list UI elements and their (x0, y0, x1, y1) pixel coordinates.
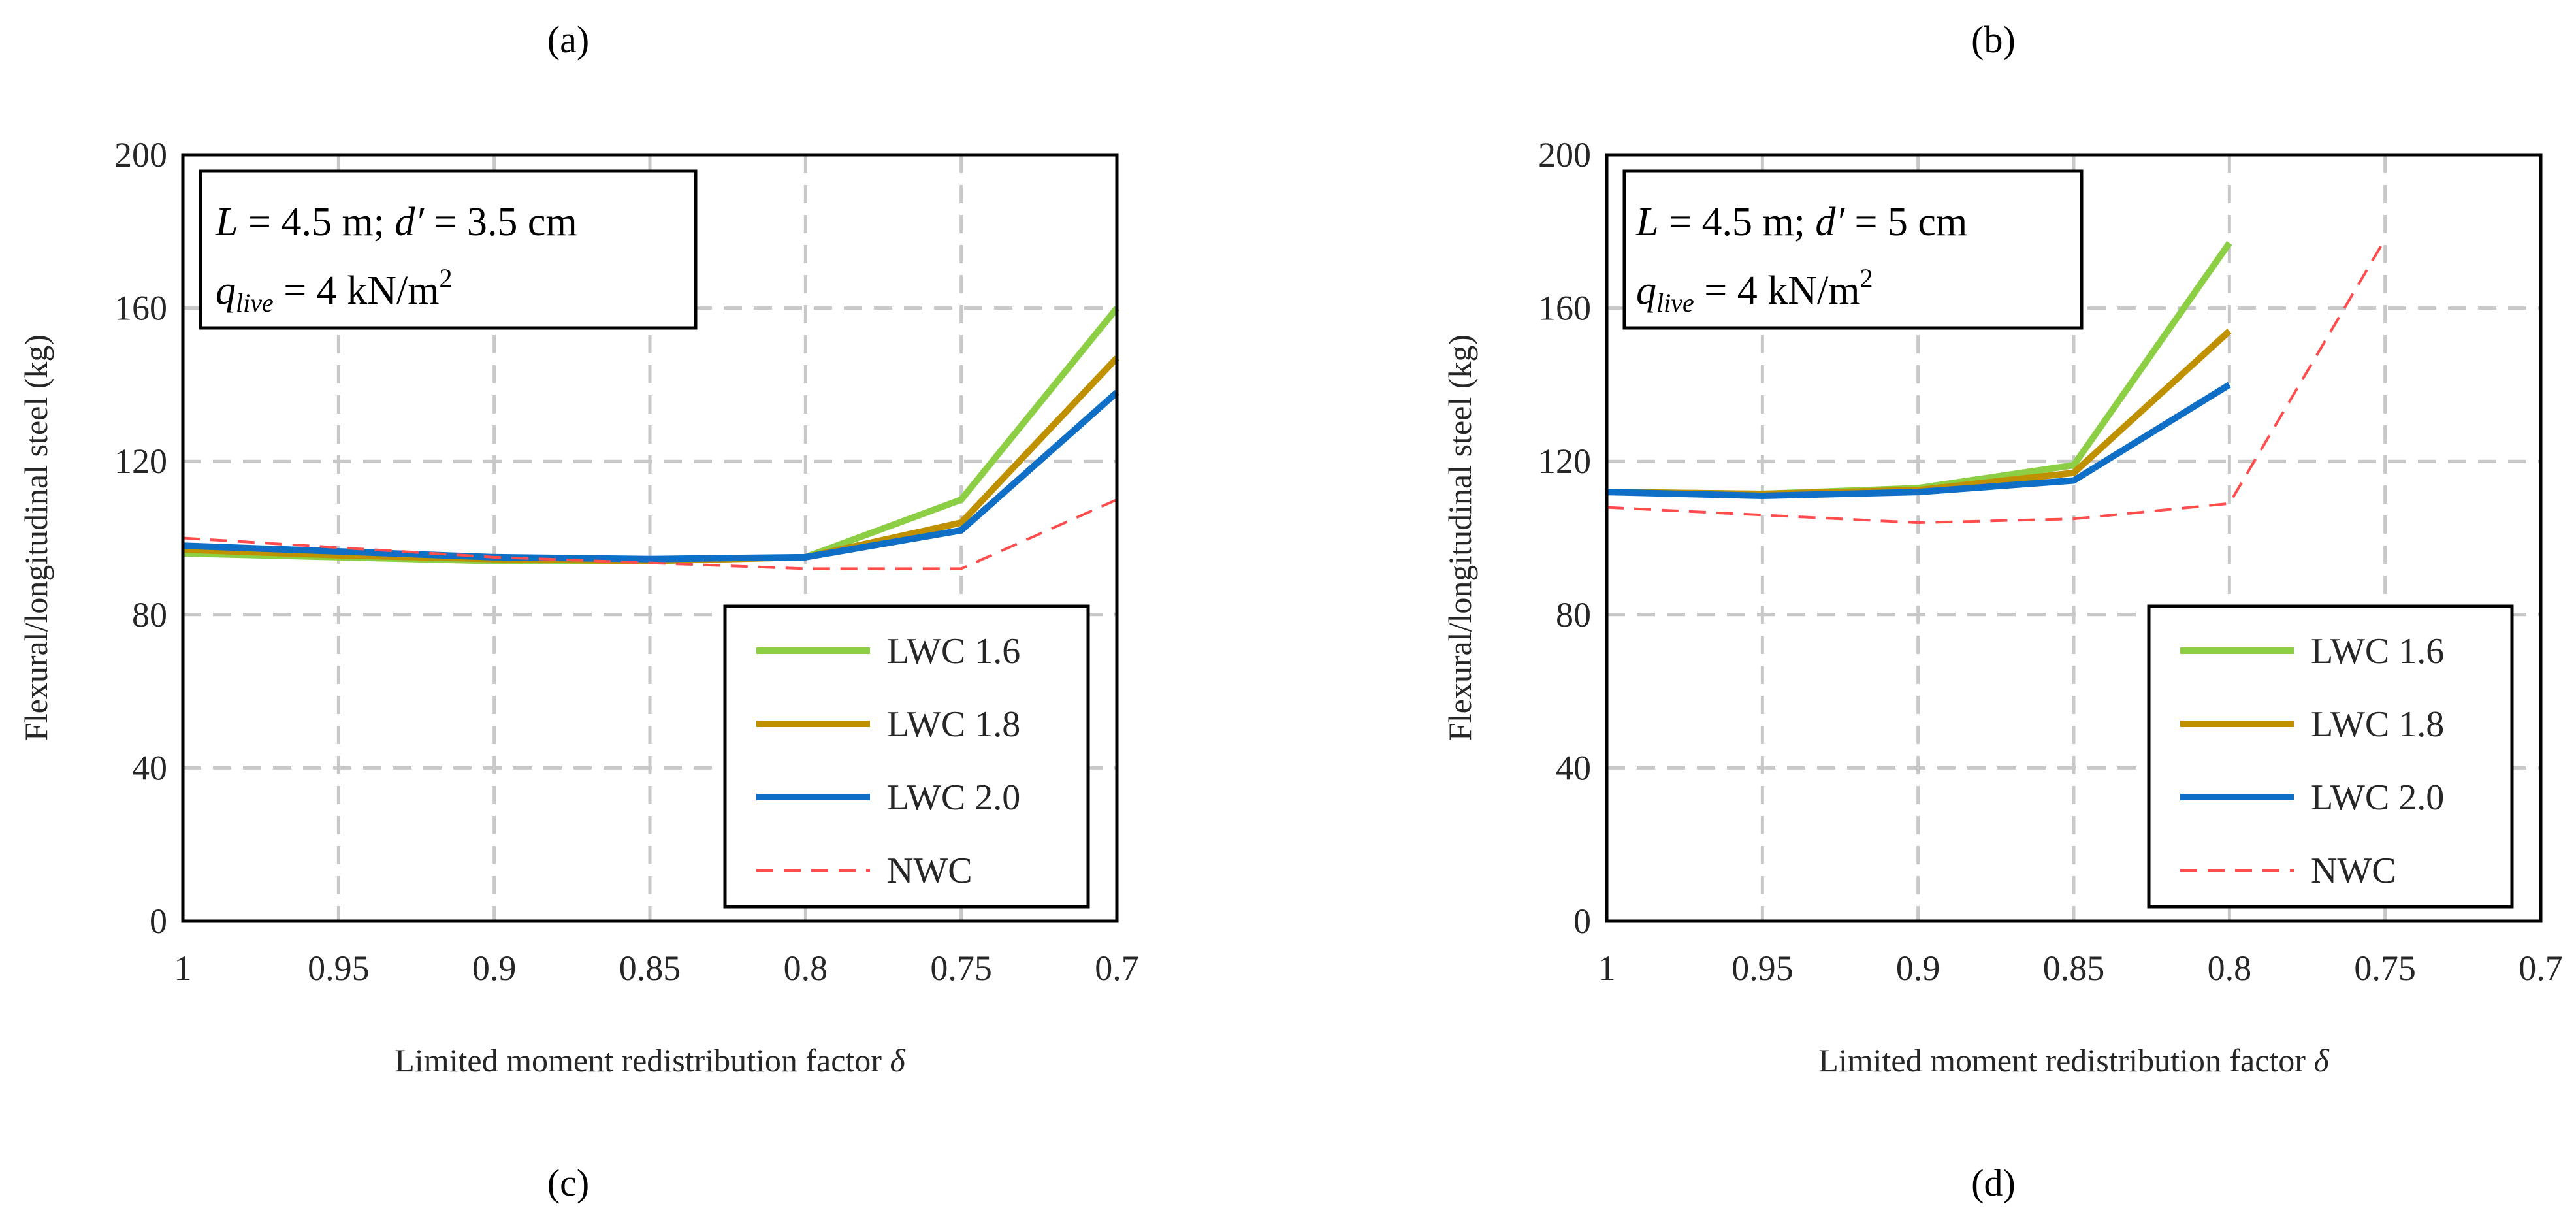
chart-left-x-tick-label: 0.9 (472, 949, 517, 988)
chart-right-y-tick-label: 40 (1556, 748, 1591, 787)
chart-right-x-axis-title: Limited moment redistribution factor δ (1818, 1042, 2329, 1079)
chart-right-x-tick-label: 1 (1598, 949, 1616, 988)
chart-right-x-axis-symbol: δ (2313, 1042, 2329, 1079)
chart-right-y-tick-label: 160 (1538, 289, 1591, 328)
panel-label-a: (a) (547, 18, 589, 61)
ann-left-q-symbol: q (216, 269, 236, 313)
chart-left-x-axis-title-text: Limited moment redistribution factor (394, 1042, 890, 1079)
chart-left-y-tick-label: 200 (114, 135, 167, 174)
chart-right-y-tick-label: 80 (1556, 595, 1591, 634)
chart-right-legend-label: LWC 1.8 (2311, 704, 2444, 745)
chart-right-y-axis-title: Flexural/longitudinal steel (kg) (1441, 334, 1478, 741)
chart-left-y-tick-label: 40 (132, 748, 167, 787)
chart-right-series-lwc-2-0 (1606, 382, 2231, 499)
chart-right-plot-frame (1605, 153, 2543, 923)
ann-right-d-value: = 5 cm (1844, 200, 1967, 244)
chart-left-legend-box (723, 604, 1090, 909)
ann-left-q-value: = 4 kN/m (274, 269, 440, 313)
chart-left-x-tick-label: 0.95 (308, 949, 370, 988)
chart-right-annotation-line1: L = 4.5 m; d′ = 5 cm (1635, 200, 1967, 244)
chart-right-legend-label: NWC (2311, 851, 2396, 891)
chart-left-x-tick-label: 0.75 (930, 949, 992, 988)
chart-right-legend-label: LWC 1.6 (2311, 631, 2444, 672)
chart-right-legend-box (2147, 604, 2514, 909)
chart-left-series (182, 306, 1119, 570)
ann-left-q-superscript: 2 (439, 263, 452, 293)
chart-right-y-tick-label: 0 (1573, 902, 1591, 941)
chart-right-series (1606, 238, 2387, 525)
chart-left-y-axis-title: Flexural/longitudinal steel (kg) (18, 334, 54, 741)
chart-left-y-tick-label: 120 (114, 442, 167, 481)
chart-left-series-nwc (182, 498, 1118, 570)
chart-left-legend-label: LWC 2.0 (887, 777, 1020, 818)
chart-left-plot-frame (181, 153, 1119, 923)
chart-right-y-tick-label: 200 (1538, 135, 1591, 174)
chart-right-x-tick-label: 0.95 (1731, 949, 1794, 988)
chart-right-legend-label: LWC 2.0 (2311, 777, 2444, 818)
chart-right-annotation-box (1622, 169, 2084, 330)
chart-left-annotation-line2: qlive = 4 kN/m2 (216, 263, 452, 318)
panel-label-d: (d) (1971, 1162, 2016, 1204)
chart-right-x-axis-title-text: Limited moment redistribution factor (1818, 1042, 2313, 1079)
chart-left-y-tick-label: 80 (132, 595, 167, 634)
ann-right-q-symbol: q (1636, 269, 1656, 313)
chart-left-x-tick-label: 1 (174, 949, 192, 988)
ann-right-d-symbol: d′ (1815, 200, 1845, 244)
panel-label-b: (b) (1971, 18, 2016, 61)
panel-label-c: (c) (547, 1162, 589, 1204)
chart-right-x-tick-label: 0.7 (2519, 949, 2563, 988)
chart-left-x-tick-label: 0.8 (784, 949, 828, 988)
ann-left-d-symbol: d′ (394, 200, 425, 244)
chart-left-legend: LWC 1.6 LWC 1.8 LWC 2.0 NWC (723, 604, 1090, 909)
chart-right-legend: LWC 1.6 LWC 1.8 LWC 2.0 NWC (2147, 604, 2514, 909)
chart-right-x-tick-label: 0.9 (1896, 949, 1940, 988)
ann-left-d-value: = 3.5 cm (424, 200, 577, 244)
chart-right-x-tick-label: 0.85 (2043, 949, 2105, 988)
chart-left-legend-label: LWC 1.8 (887, 704, 1020, 745)
chart-left-annotation-box (199, 169, 698, 330)
chart-right-x-tick-label: 0.8 (2208, 949, 2252, 988)
chart-right-x-ticks: 1 0.95 0.9 0.85 0.8 0.75 0.7 (1598, 949, 2563, 988)
chart-right: 0 40 80 120 160 200 1 0.95 0.9 0.85 0.8 0.75 0.7 Fl… (1441, 135, 2563, 1079)
chart-left-x-axis-title: Limited moment redistribution factor δ (394, 1042, 905, 1079)
chart-left-legend-label: LWC 1.6 (887, 631, 1020, 672)
chart-left-annotation-line1: L = 4.5 m; d′ = 3.5 cm (215, 200, 577, 244)
chart-left-x-ticks: 1 0.95 0.9 0.85 0.8 0.75 0.7 (174, 949, 1139, 988)
ann-left-q-subscript: live (236, 288, 274, 318)
chart-left-y-tick-label: 0 (150, 902, 167, 941)
chart-right-series-nwc (1606, 238, 2387, 525)
chart-right-y-ticks: 0 40 80 120 160 200 (1538, 135, 1591, 941)
ann-right-q-subscript: live (1656, 288, 1694, 318)
chart-left-series-lwc-2-0 (182, 389, 1119, 563)
chart-left-y-ticks: 0 40 80 120 160 200 (114, 135, 167, 941)
ann-left-L-symbol: L (215, 200, 238, 244)
ann-right-q-value: = 4 kN/m (1694, 269, 1860, 313)
chart-left-legend-label: NWC (887, 851, 973, 891)
chart-right-x-tick-label: 0.75 (2354, 949, 2416, 988)
ann-right-L-value: = 4.5 m; (1658, 200, 1815, 244)
ann-right-q-superscript: 2 (1860, 263, 1873, 293)
chart-left-x-axis-symbol: δ (890, 1042, 905, 1079)
chart-right-y-tick-label: 120 (1538, 442, 1591, 481)
chart-left-x-tick-label: 0.85 (619, 949, 681, 988)
chart-left-x-tick-label: 0.7 (1095, 949, 1139, 988)
chart-right-annotation-line2: qlive = 4 kN/m2 (1636, 263, 1873, 318)
chart-left: 0 40 80 120 160 200 1 0.95 0.9 0.85 0.8 0.75 0.7 Fl… (18, 135, 1139, 1079)
ann-left-L-value: = 4.5 m; (238, 200, 394, 244)
ann-right-L-symbol: L (1635, 200, 1658, 244)
chart-left-y-tick-label: 160 (114, 289, 167, 328)
